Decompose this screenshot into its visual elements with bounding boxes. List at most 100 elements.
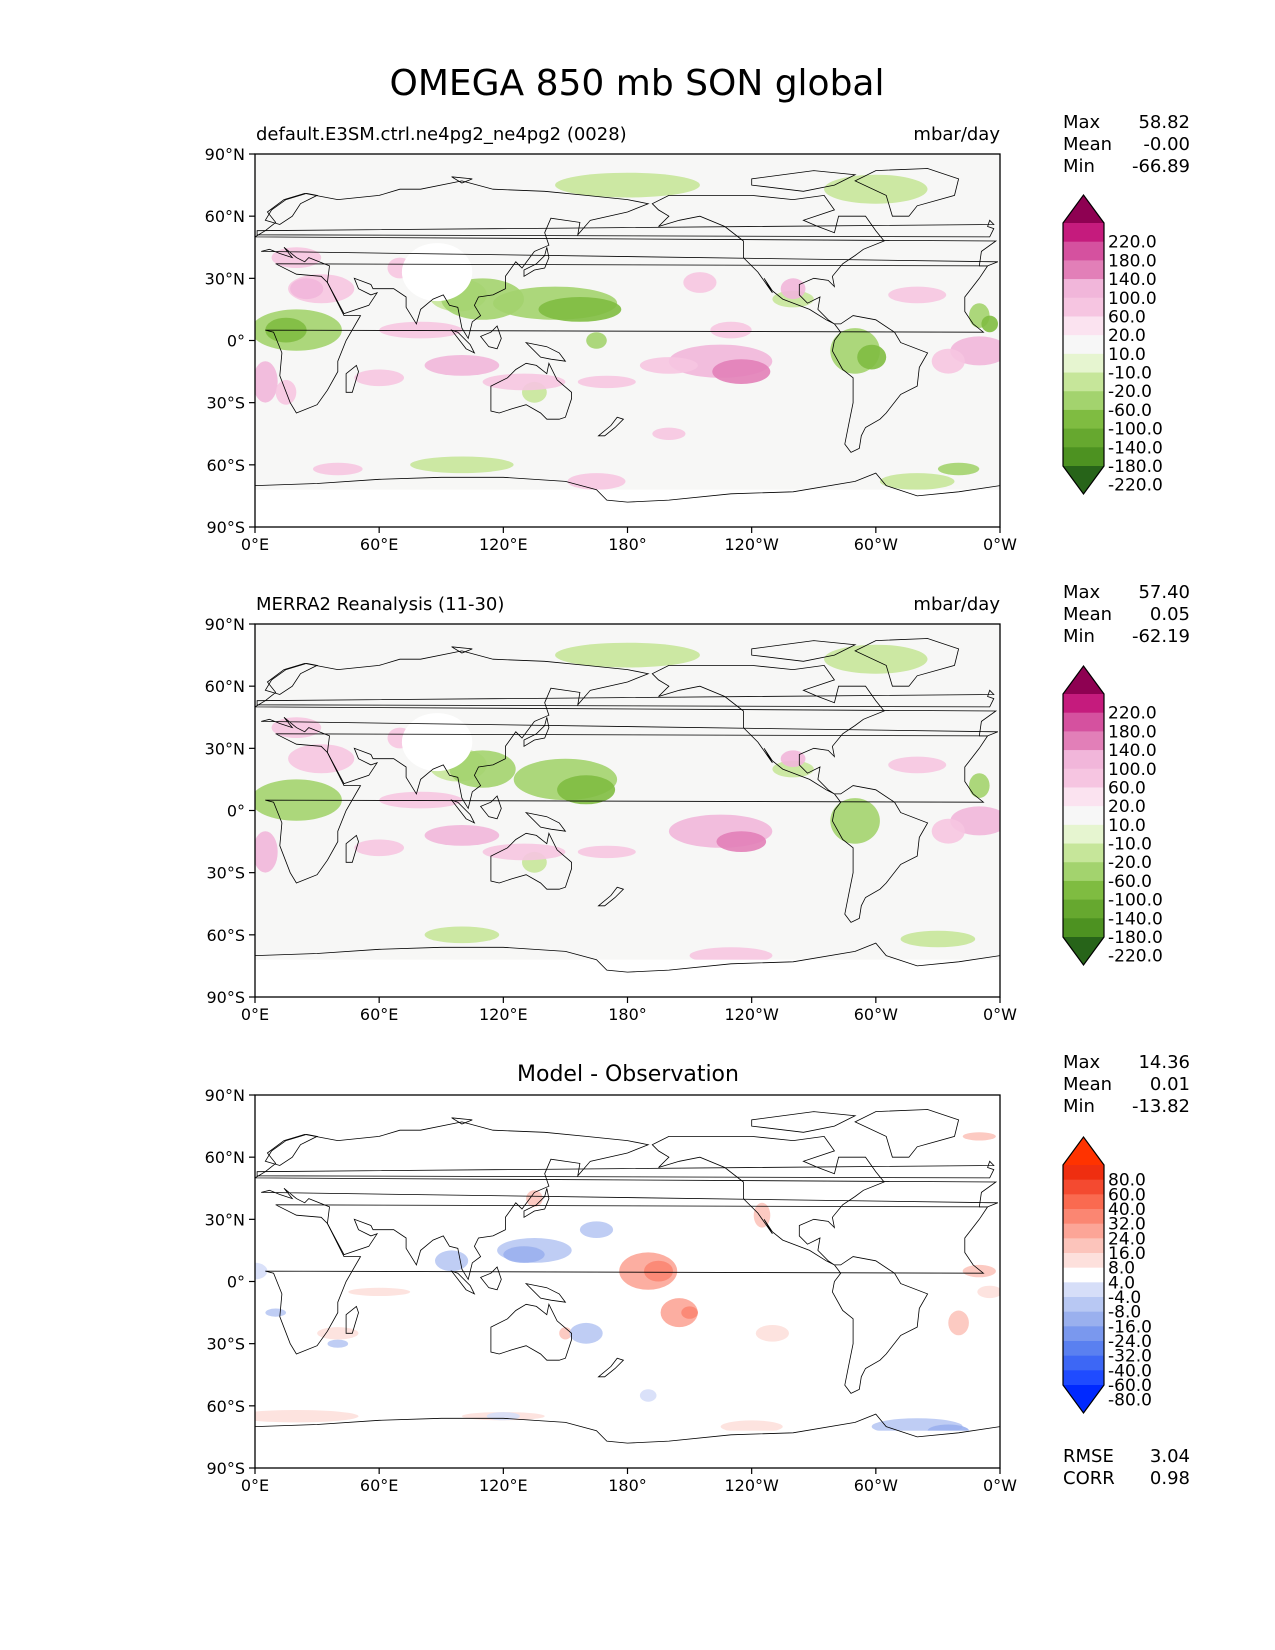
colorbar-tick-label: -24.0 — [1108, 1332, 1152, 1352]
contour-region — [888, 756, 947, 774]
contour-region — [824, 644, 928, 674]
colorbar-tick-label: 10.0 — [1108, 816, 1146, 836]
contour-region — [716, 831, 767, 852]
coastline — [264, 192, 319, 225]
lon-tick-label: 60°W — [854, 1476, 898, 1495]
colorbar-tick-label: -220.0 — [1108, 947, 1163, 967]
contour-region — [857, 344, 887, 370]
contour-region — [969, 773, 990, 798]
colorbar-tick-label: 220.0 — [1108, 704, 1157, 724]
contour-region — [569, 1322, 603, 1344]
coastline — [651, 194, 885, 325]
contour-region — [424, 355, 500, 376]
coastline — [524, 1282, 567, 1303]
coastline — [256, 1160, 995, 1179]
lat-tick-label: 0° — [227, 332, 245, 351]
stat-max-value: 58.82 — [1138, 112, 1190, 133]
colorbar-tick-label: 100.0 — [1108, 289, 1157, 309]
contour-region — [555, 172, 700, 198]
colorbar-tick-label: -20.0 — [1108, 382, 1152, 402]
coastline — [450, 329, 476, 354]
contour-region — [586, 332, 607, 349]
stat-mean-value: -0.00 — [1143, 134, 1190, 155]
colorbar-tick-label: 140.0 — [1108, 741, 1157, 761]
coastline — [345, 1305, 359, 1334]
panel-units: mbar/day — [913, 124, 1000, 145]
stat-min-value: -62.19 — [1132, 626, 1190, 647]
contour-region — [255, 361, 278, 403]
contour-region — [683, 272, 717, 293]
colorbar-tick-label: 80.0 — [1108, 1171, 1146, 1191]
lon-tick-label: 60°E — [360, 1005, 398, 1024]
colorbar-tick-label: -32.0 — [1108, 1347, 1152, 1367]
contour-region — [577, 375, 636, 389]
colorbar-tick-label: -140.0 — [1108, 438, 1163, 458]
contour-region — [652, 427, 686, 440]
coastline — [255, 1121, 999, 1281]
colorbar-tick-label: -10.0 — [1108, 835, 1152, 855]
lat-tick-label: 30°N — [205, 269, 245, 288]
colorbar-tick-label: 20.0 — [1108, 797, 1146, 817]
contour-region — [755, 1325, 789, 1342]
lat-tick-label: 0° — [227, 1273, 245, 1292]
colorbar-tick-label: 180.0 — [1108, 251, 1157, 271]
coastline — [450, 799, 476, 824]
lat-tick-label: 60°S — [206, 926, 245, 945]
stat-max-label: Max — [1063, 582, 1101, 603]
lat-tick-label: 30°S — [206, 1335, 245, 1354]
colorbar-tick-label: -20.0 — [1108, 853, 1152, 873]
lat-tick-label: 30°N — [205, 739, 245, 758]
contour-region — [348, 1287, 411, 1296]
panel-left-title: MERRA2 Reanalysis (11-30) — [256, 594, 504, 615]
contour-region — [255, 1410, 359, 1423]
stat-max-value: 14.36 — [1138, 1052, 1190, 1073]
colorbar-tick-label: -10.0 — [1108, 364, 1152, 384]
contour-region — [327, 1339, 349, 1348]
contour-region — [255, 1262, 268, 1280]
colorbar-tick-label: 180.0 — [1108, 722, 1157, 742]
panel-diff: Model - Observation 90°N 60°N 30°N 0° 30°S 60… — [205, 1052, 1190, 1495]
colorbar-tick-label: 24.0 — [1108, 1229, 1146, 1249]
panel-test: default.E3SM.ctrl.ne4pg2_ne4pg2 (0028) m… — [205, 112, 1190, 554]
lat-tick-label: 0° — [227, 802, 245, 821]
contour-region — [265, 1308, 286, 1317]
coastline — [751, 170, 857, 192]
lat-tick-label: 90°S — [206, 1459, 245, 1478]
contour-region — [317, 1327, 359, 1340]
contour-region — [824, 174, 928, 204]
lon-tick-label: 0°W — [983, 1005, 1017, 1024]
lat-tick-label: 60°S — [206, 1397, 245, 1416]
coastline — [524, 341, 567, 362]
contour-region — [354, 839, 404, 857]
lon-tick-label: 120°E — [479, 535, 528, 554]
colorbar-tick-label: -60.0 — [1108, 872, 1152, 892]
coastline — [255, 942, 1000, 997]
contour-region — [577, 845, 636, 859]
colorbar-tick-label: 220.0 — [1108, 233, 1157, 253]
colorbar-tick-label: 10.0 — [1108, 345, 1146, 365]
contour-region — [379, 321, 462, 339]
map-area — [255, 154, 1000, 527]
lat-tick-label: 90°N — [205, 615, 245, 634]
lon-tick-label: 120°W — [724, 535, 779, 554]
lat-tick-label: 60°N — [205, 677, 245, 696]
lon-tick-label: 0°W — [983, 535, 1017, 554]
colorbar-tick-label: 20.0 — [1108, 326, 1146, 346]
colorbar-tick-label: -100.0 — [1108, 420, 1163, 440]
contour-region — [712, 359, 771, 384]
rmse-value: 3.04 — [1150, 1446, 1190, 1467]
stat-min-value: -66.89 — [1132, 156, 1190, 177]
contour-region — [962, 1264, 996, 1278]
lon-tick-label: 180° — [608, 1005, 647, 1024]
panel-center-title: Model - Observation — [517, 1062, 739, 1087]
colorbar-tick-label: 8.0 — [1108, 1259, 1135, 1279]
lon-tick-label: 0°E — [241, 1476, 269, 1495]
lon-tick-label: 60°W — [854, 1005, 898, 1024]
colorbar — [1062, 664, 1105, 967]
colorbar-tick-label: -16.0 — [1108, 1317, 1152, 1337]
colorbar-tick-label: 60.0 — [1108, 778, 1146, 798]
lon-tick-label: 0°E — [241, 1005, 269, 1024]
contour-region — [579, 1221, 614, 1238]
contour-region — [962, 1132, 996, 1141]
contour-region — [503, 1246, 545, 1263]
